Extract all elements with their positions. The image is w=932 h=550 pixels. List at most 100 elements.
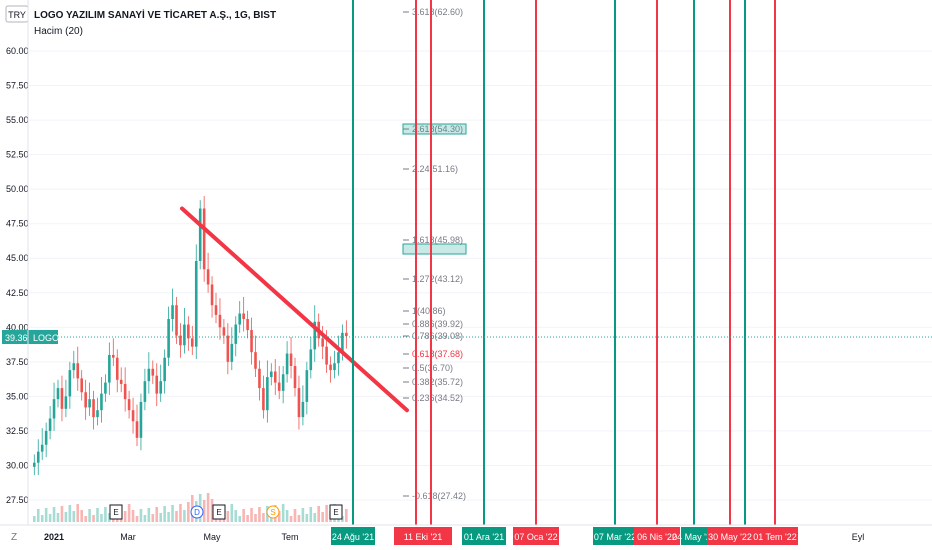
candle-body bbox=[167, 319, 170, 358]
earnings-event-icon[interactable] bbox=[212, 504, 226, 520]
candle-body bbox=[289, 353, 293, 366]
volume-bar bbox=[277, 511, 281, 522]
volume-bar bbox=[40, 515, 44, 522]
trendline[interactable] bbox=[180, 206, 409, 413]
candle-body bbox=[187, 324, 190, 339]
event-marker-letter: E bbox=[113, 508, 118, 517]
candle-body bbox=[329, 364, 332, 371]
candle-body bbox=[285, 353, 289, 375]
fib-label[interactable]: 0.786(39.08) bbox=[412, 331, 463, 341]
chart-title[interactable]: LOGO YAZILIM SANAYİ VE TİCARET A.Ş., 1G,… bbox=[34, 8, 276, 21]
volume-bar bbox=[258, 507, 261, 522]
candle-body bbox=[214, 305, 218, 315]
candle-body bbox=[56, 388, 60, 400]
volume-bar bbox=[305, 514, 309, 522]
date-marker-badge[interactable] bbox=[462, 527, 506, 545]
fib-label[interactable]: 3.618(62.60) bbox=[412, 7, 463, 17]
fib-label[interactable]: 1(40.86) bbox=[412, 306, 446, 316]
date-marker-badge[interactable] bbox=[394, 527, 452, 545]
price-scale[interactable]: 60.00 57.50 55.00 52.50 50.00 47.50 45.00 42.50… bbox=[6, 46, 29, 505]
candle-body bbox=[305, 370, 309, 402]
fib-label[interactable]: 1.618(45.98) bbox=[412, 235, 463, 245]
earnings-event-icon[interactable] bbox=[329, 504, 343, 520]
volume-bar bbox=[301, 508, 305, 522]
date-marker-label: 07 Oca '22 bbox=[514, 532, 557, 542]
volume-bar bbox=[254, 514, 257, 522]
time-axis[interactable]: 2021 Mar May Tem Eyl bbox=[44, 532, 864, 542]
candle-body bbox=[191, 338, 194, 347]
date-marker-badge[interactable] bbox=[681, 527, 707, 545]
candle-body bbox=[139, 401, 143, 438]
price-label: 42.50 bbox=[6, 288, 29, 298]
price-label: 55.00 bbox=[6, 115, 29, 125]
volume-bar bbox=[281, 504, 285, 522]
fibonacci-extension-levels[interactable]: 3.618(62.60) 2.618(54.30) 2.24(51.16) 1.618… bbox=[402, 7, 467, 501]
volume-bar bbox=[183, 510, 186, 522]
volume-bar bbox=[313, 513, 317, 522]
date-marker-label: 04 May '22 bbox=[672, 532, 716, 542]
fib-label[interactable]: -0.618(27.42) bbox=[412, 491, 466, 501]
fib-label[interactable]: 1.272(43.12) bbox=[412, 274, 463, 284]
candle-body bbox=[218, 314, 222, 328]
candle-body bbox=[222, 327, 226, 336]
volume-indicator-label[interactable]: Hacim (20) bbox=[34, 26, 83, 37]
date-marker-badge[interactable] bbox=[752, 527, 798, 545]
price-label: 50.00 bbox=[6, 184, 29, 194]
volume-bar bbox=[52, 507, 56, 522]
date-marker-lines[interactable] bbox=[352, 0, 776, 525]
price-label: 52.50 bbox=[6, 150, 29, 160]
fib-label[interactable]: 2.618(54.30) bbox=[412, 124, 463, 134]
volume-bar bbox=[167, 512, 170, 522]
candle-body bbox=[277, 382, 281, 391]
scale-mode-toggle[interactable]: Z bbox=[11, 532, 17, 543]
volume-bar bbox=[179, 504, 182, 522]
fib-label[interactable]: 0.382(35.72) bbox=[412, 377, 463, 387]
volume-bar bbox=[234, 510, 238, 522]
volume-bar bbox=[135, 516, 139, 522]
date-marker-badge[interactable] bbox=[513, 527, 559, 545]
fib-label[interactable]: 2.24(51.16) bbox=[412, 164, 458, 174]
current-price-badge bbox=[2, 330, 58, 344]
date-marker-label: 01 Tem '22 bbox=[753, 532, 797, 542]
candle-body bbox=[60, 388, 64, 409]
date-marker-badge[interactable] bbox=[634, 527, 680, 545]
earnings-event-icon[interactable] bbox=[109, 504, 123, 520]
volume-bar bbox=[289, 516, 293, 522]
date-marker-badge[interactable] bbox=[331, 527, 375, 545]
volume-bar bbox=[321, 512, 324, 522]
volume-bar bbox=[171, 505, 174, 522]
candle-body bbox=[262, 388, 265, 411]
fib-label[interactable]: 0.886(39.92) bbox=[412, 319, 463, 329]
candle-body bbox=[179, 335, 182, 346]
candle-body bbox=[112, 354, 115, 358]
volume-bar bbox=[175, 511, 178, 522]
fib-label[interactable]: 0.618(37.68) bbox=[412, 349, 463, 359]
date-marker-badges[interactable]: 24 Ağu '21 11 Eki '21 01 Ara '21 07 Oca '22… bbox=[331, 527, 798, 545]
date-marker-label: 11 Eki '21 bbox=[404, 532, 443, 542]
volume-bar bbox=[104, 507, 107, 522]
volume-bar bbox=[108, 513, 111, 522]
candle-body bbox=[313, 321, 317, 350]
event-marker-letter: E bbox=[333, 508, 338, 517]
date-marker-badge[interactable] bbox=[707, 527, 753, 545]
candle-body bbox=[202, 208, 206, 270]
fib-zone-upper[interactable] bbox=[402, 123, 467, 135]
volume-bar bbox=[242, 509, 245, 522]
price-label: 57.50 bbox=[6, 81, 29, 91]
time-label: Tem bbox=[281, 532, 298, 542]
volume-bar bbox=[293, 509, 297, 522]
currency-badge: TRY bbox=[8, 10, 26, 20]
fib-zone-lower[interactable] bbox=[402, 243, 467, 255]
fib-label[interactable]: 0.236(34.52) bbox=[412, 393, 463, 403]
candle-body bbox=[108, 354, 111, 383]
split-event-icon[interactable] bbox=[266, 505, 280, 519]
candle-body bbox=[159, 381, 162, 394]
date-marker-badge[interactable] bbox=[593, 527, 637, 545]
candle-body bbox=[234, 324, 238, 344]
candle-body bbox=[155, 375, 159, 394]
dividend-event-icon[interactable] bbox=[190, 505, 204, 519]
fib-label[interactable]: 0.5(36.70) bbox=[412, 363, 453, 373]
price-label: 30.00 bbox=[6, 460, 29, 470]
